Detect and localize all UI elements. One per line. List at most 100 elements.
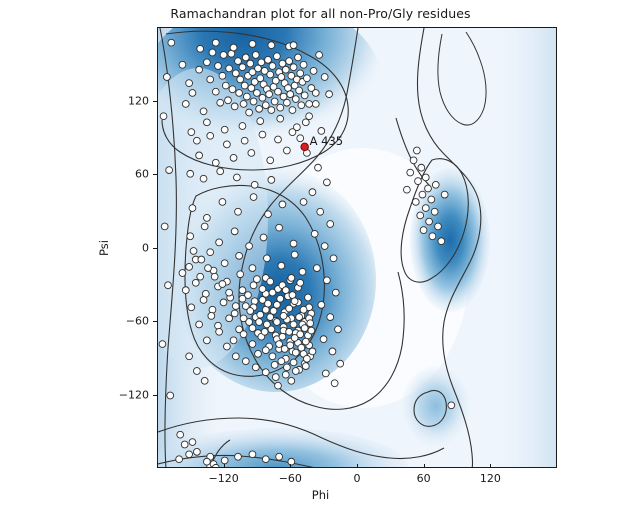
scatter-point [248,40,257,48]
scatter-point [258,285,267,293]
scatter-point [326,313,335,321]
scatter-point [240,81,249,90]
scatter-point [251,51,260,59]
scatter-point [238,122,247,130]
scatter-point [249,281,258,290]
scatter-point [267,41,276,50]
scatter-point [281,286,290,295]
x-tick-label: 120 [479,472,501,485]
scatter-point [214,62,222,70]
scatter-point [283,146,291,155]
scatter-point [175,455,183,464]
scatter-point [215,238,223,247]
scatter-point [248,264,257,272]
scatter-point [235,89,243,97]
scatter-point [264,210,272,219]
scatter-point [308,347,317,356]
scatter-point [186,232,195,241]
scatter-point [250,180,259,189]
x-tick-label: 0 [353,472,361,485]
scatter-point [206,131,215,140]
scatter-point [235,325,243,334]
scatter-point [275,452,283,461]
scatter-point [413,146,421,155]
scatter-point [255,318,263,326]
annotation-label: A 435 [309,133,344,148]
scatter-point [447,401,456,410]
scatter-point [300,91,309,100]
scatter-point [199,296,208,304]
scatter-point [245,108,253,117]
scatter-point [193,448,201,456]
highlighted-residue-marker[interactable] [300,142,309,152]
scatter-point [279,312,288,320]
scatter-point [278,332,287,341]
scatter-point [274,87,282,96]
scatter-point [244,291,252,299]
scatter-point [249,193,258,201]
scatter-point [218,198,227,206]
scatter-point [199,174,208,183]
scatter-point [225,314,233,323]
scatter-point [200,222,209,231]
y-tick-mark [153,321,157,322]
scatter-point [287,457,296,466]
scatter-point [289,358,298,367]
scatter-point [248,324,257,332]
scatter-point [185,263,193,271]
scatter-point [245,318,253,326]
scatter-point [321,369,330,378]
scatter-point [236,75,245,84]
scatter-point [206,248,215,257]
scatter-point [253,275,261,283]
scatter-point [230,309,239,318]
scatter-point [295,313,303,321]
scatter-point [214,321,222,330]
scatter-point [211,158,220,167]
scatter-point [299,305,308,314]
scatter-point [311,100,320,108]
scatter-point [231,352,240,361]
x-tick-mark [290,464,292,468]
scatter-point [207,312,216,320]
scatter-point [281,65,290,74]
scatter-point [186,169,195,178]
scatter-point [309,67,318,75]
scatter-point [231,69,240,78]
scatter-point [291,348,300,357]
scatter-point [320,242,329,250]
scatter-point [269,307,278,315]
scatter-point [427,195,436,204]
scatter-point [296,330,305,339]
highlight-point[interactable] [300,142,309,152]
scatter-point [256,117,265,125]
scatter-point [199,107,208,116]
scatter-point [317,127,326,135]
scatter-point [295,86,303,95]
scatter-point [290,297,299,306]
scatter-point [330,379,339,388]
scatter-point [296,278,305,287]
scatter-point [283,363,291,372]
scatter-point [178,60,187,69]
scatter-point [268,288,277,297]
scatter-point [197,255,206,264]
scatter-point [220,125,229,134]
scatter-point [266,70,275,79]
scatter-point [289,63,298,72]
scatter-point [266,313,275,321]
scatter-point [434,222,442,231]
scatter-point [300,324,309,332]
scatter-point [273,52,281,61]
scatter-point [203,457,211,466]
scatter-point [160,222,169,231]
scatter-point [259,233,268,242]
scatter-point [298,267,307,276]
scatter-point [277,357,286,366]
scatter-point [411,198,420,206]
scatter-point [181,100,190,108]
scatter-point [257,58,266,67]
scatter-point [270,361,279,369]
scatter-point [230,102,239,111]
scatter-point [299,60,308,69]
